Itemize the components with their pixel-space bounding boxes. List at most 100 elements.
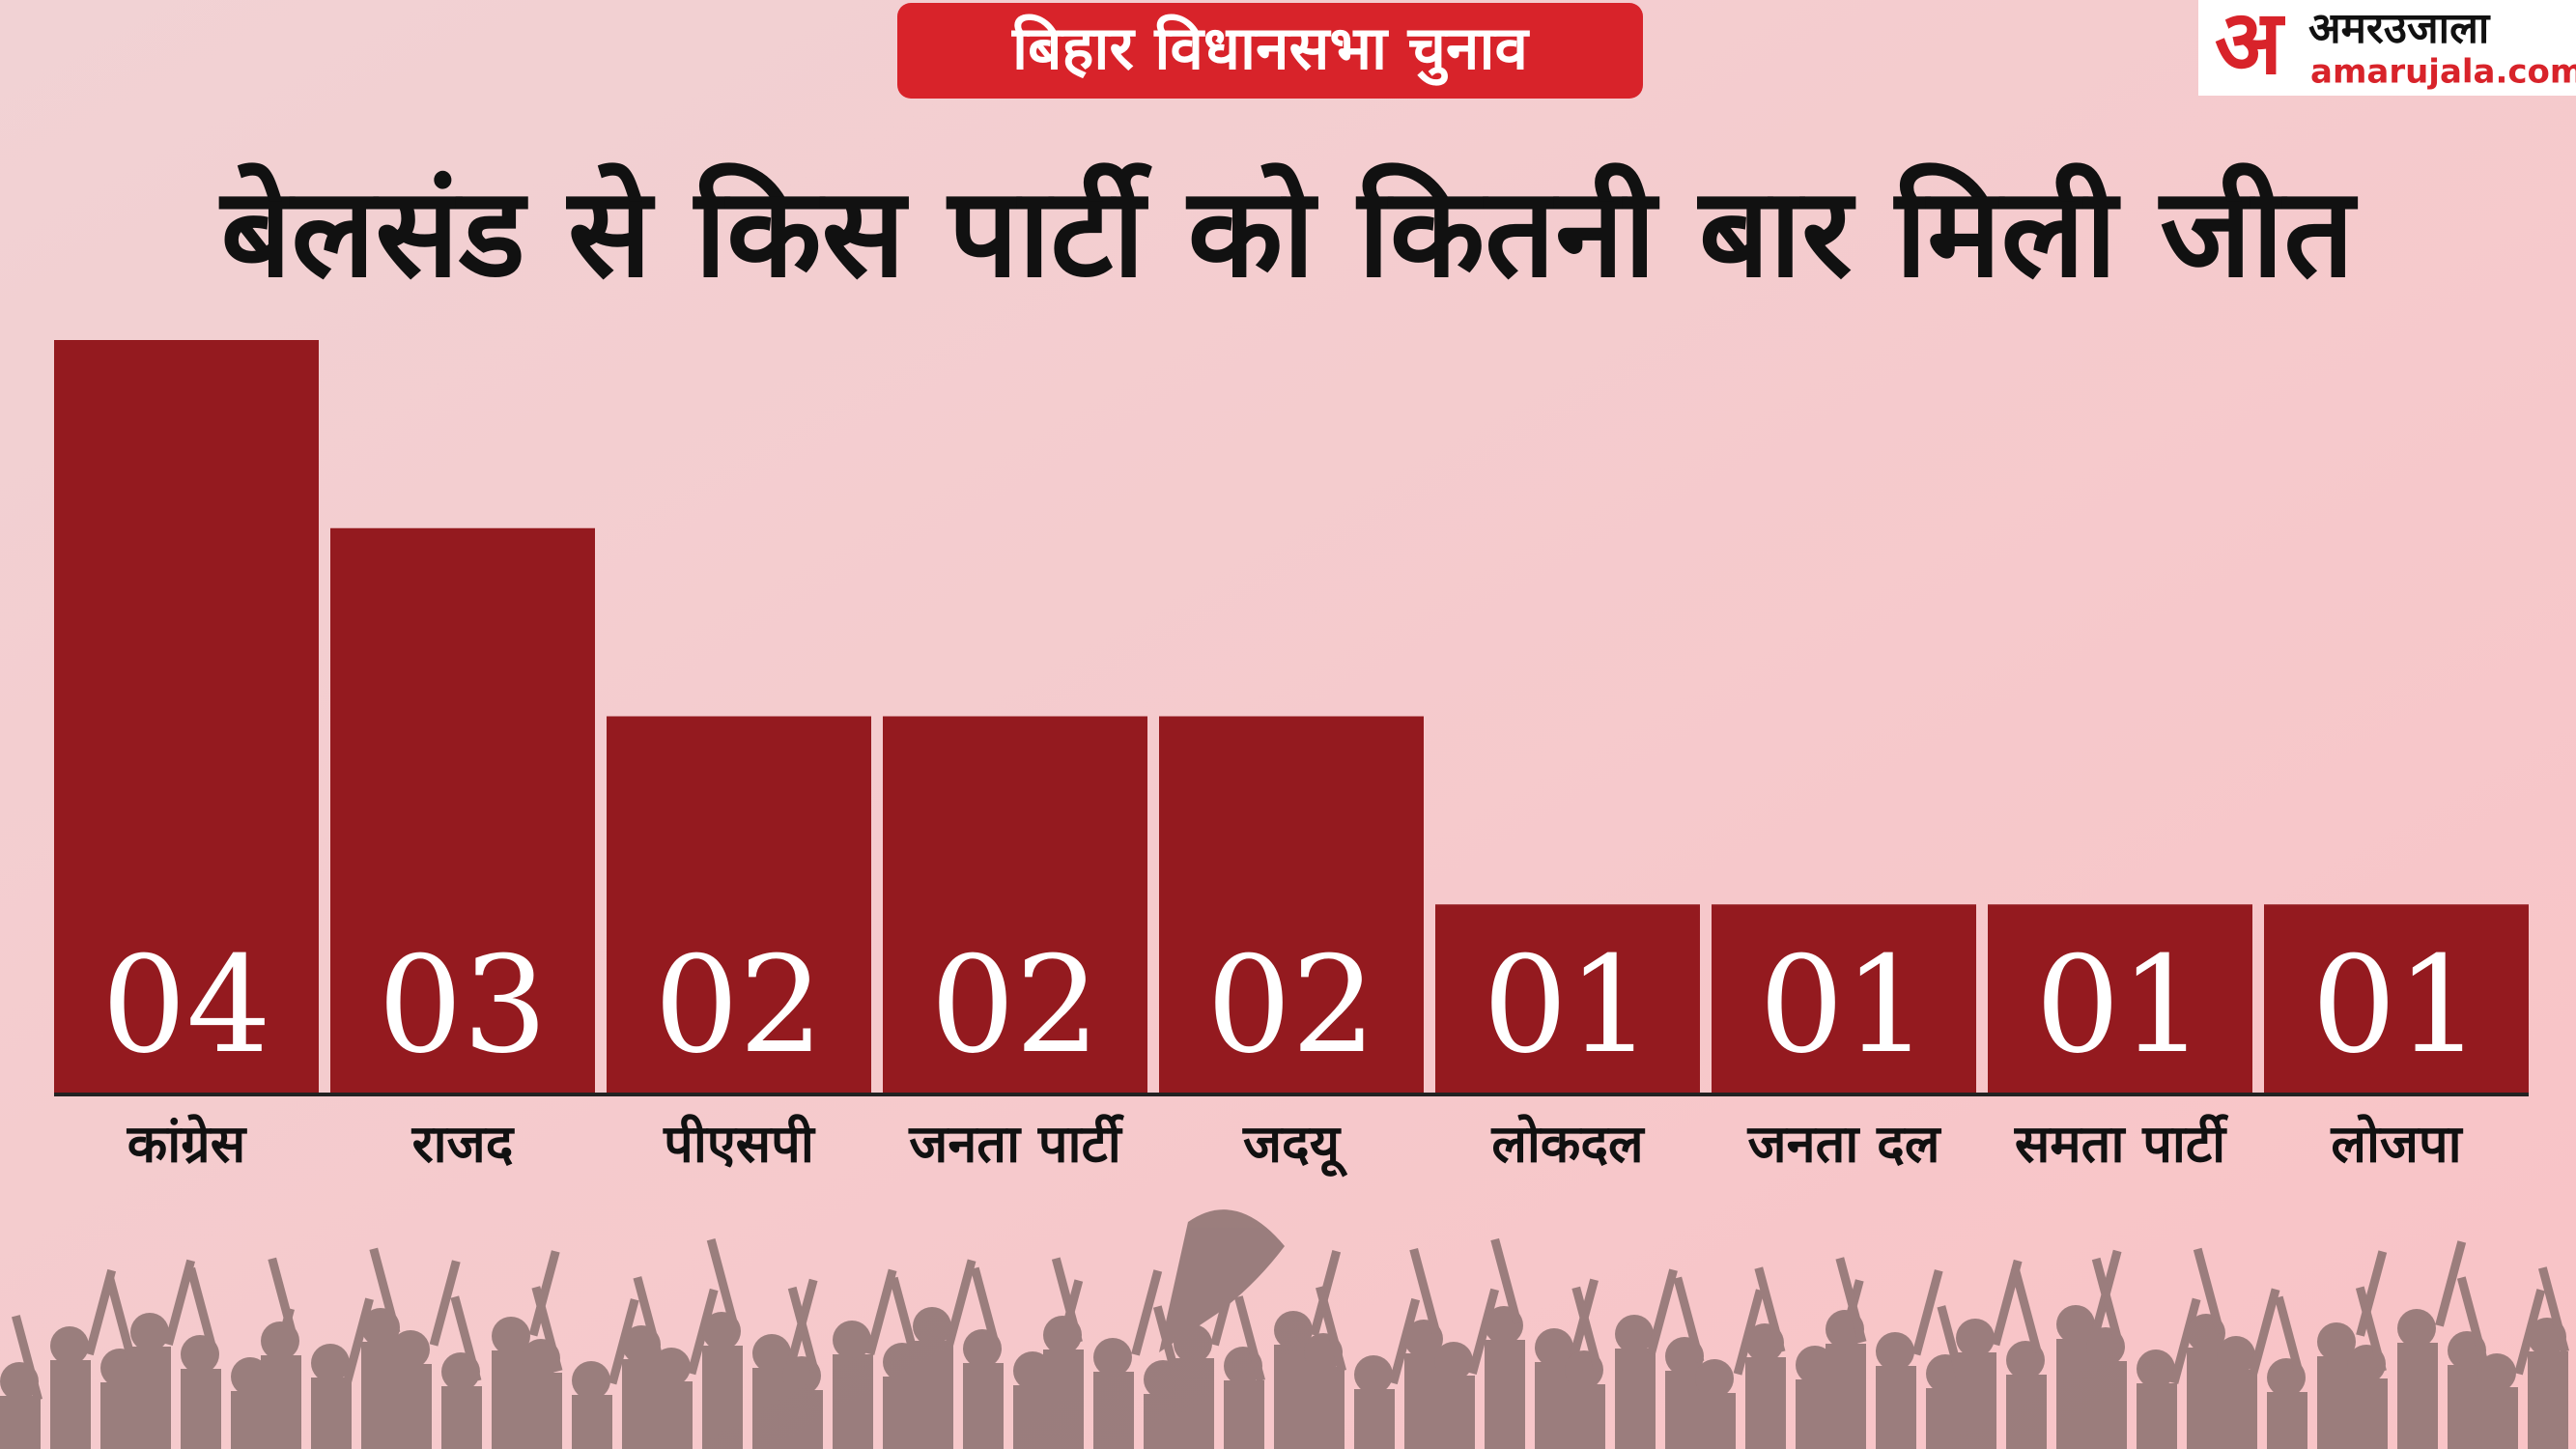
crowd-head: [1434, 1342, 1473, 1380]
crowd-arm: [1646, 1268, 1678, 1355]
category-label: समता पार्टी: [2014, 1114, 2229, 1175]
crowd-arm: [1571, 1286, 1603, 1373]
bar: [54, 340, 319, 1093]
crowd-body: [572, 1395, 612, 1449]
crowd-arm: [2274, 1295, 2306, 1382]
value-label: 01: [1759, 927, 1929, 1083]
crowd-body: [782, 1390, 823, 1449]
chart-title: बेलसंड से किस पार्टी को कितनी बार मिली ज…: [219, 161, 2359, 305]
crowd-body: [1615, 1349, 1656, 1449]
bar: [330, 527, 595, 1093]
crowd-body: [522, 1373, 562, 1449]
crowd-arm: [268, 1257, 299, 1344]
category-label: लोजपा: [2330, 1114, 2463, 1175]
crowd-arm: [2091, 1257, 2123, 1345]
crowd-arm: [450, 1295, 482, 1382]
crowd-body: [2347, 1378, 2388, 1449]
crowd-body: [2528, 1351, 2568, 1449]
crowd-arm: [1911, 1269, 1943, 1356]
crowd-arm: [945, 1259, 977, 1346]
category-label: लोकदल: [1490, 1114, 1646, 1175]
crowd-head: [833, 1321, 871, 1359]
crowd-arm: [2435, 1240, 2467, 1327]
crowd-body: [2477, 1387, 2518, 1449]
crowd-body: [1354, 1389, 1395, 1449]
crowd-head: [492, 1317, 530, 1355]
crowd-head: [231, 1357, 269, 1396]
crowd-arm: [164, 1259, 196, 1346]
value-label: 02: [654, 927, 824, 1083]
crowd-head: [1796, 1346, 1834, 1384]
crowd-arm: [1673, 1276, 1705, 1363]
crowd-body: [833, 1354, 873, 1449]
crowd-body: [0, 1396, 41, 1449]
crowd-arm: [85, 1268, 117, 1356]
crowd-head: [1956, 1319, 1995, 1357]
crowd-head: [1013, 1351, 1052, 1390]
crowd-head: [1174, 1324, 1212, 1363]
crowd-arm: [706, 1238, 738, 1325]
crowd-head: [752, 1334, 791, 1373]
crowd-body: [181, 1369, 221, 1449]
bar: [2264, 904, 2529, 1093]
crowd-body: [1434, 1376, 1475, 1449]
crowd-body: [2217, 1370, 2257, 1449]
crowd-arm: [1409, 1247, 1441, 1335]
crowd-arm: [865, 1268, 897, 1355]
crowd-arm: [787, 1286, 819, 1374]
crowd-head: [2477, 1353, 2516, 1392]
crowd-head: [2397, 1309, 2436, 1348]
value-label: 01: [2311, 927, 2481, 1083]
crowd-arm: [889, 1276, 920, 1364]
bar: [1712, 904, 1976, 1093]
crowd-arm: [1754, 1266, 1786, 1353]
crowd-arm: [186, 1266, 218, 1354]
value-label: 01: [2035, 927, 2205, 1083]
crowd-arm: [2355, 1286, 2387, 1373]
crowd-body: [1174, 1358, 1214, 1449]
crowd-arm: [1210, 1260, 1242, 1347]
crowd-body: [1745, 1357, 1786, 1449]
crowd-arm: [970, 1266, 1002, 1353]
crowd-body: [50, 1360, 91, 1449]
crowd-arm: [12, 1315, 43, 1402]
logo-box: [2198, 0, 2576, 96]
logo-site: amarujala.com: [2310, 53, 2576, 92]
crowd-head: [2217, 1336, 2255, 1375]
crowd-head: [50, 1326, 89, 1365]
flag: [1159, 1209, 1285, 1352]
crowd-body: [652, 1381, 693, 1449]
crowd-body: [311, 1378, 352, 1449]
crowd-head: [1876, 1332, 1914, 1371]
crowd-head: [1615, 1315, 1654, 1353]
crowd-arm: [1051, 1257, 1083, 1344]
category-label: जनता दल: [1747, 1114, 1942, 1175]
crowd-body: [963, 1363, 1004, 1449]
crowd-body: [1043, 1350, 1084, 1449]
crowd-body: [391, 1364, 432, 1449]
crowd-silhouette: [0, 1209, 2569, 1449]
crowd-head: [391, 1330, 430, 1369]
value-label: 02: [930, 927, 1100, 1083]
crowd-body: [2267, 1392, 2307, 1449]
crowd-body: [1304, 1367, 1345, 1449]
crowd-arm: [2537, 1266, 2569, 1353]
crowd-arm: [1389, 1297, 1421, 1385]
category-label: जनता पार्टी: [908, 1114, 1124, 1175]
crowd-head: [1354, 1355, 1393, 1394]
crowd-arm: [1316, 1286, 1347, 1373]
crowd-body: [2006, 1375, 2047, 1449]
crowd-arm: [531, 1286, 563, 1373]
crowd-arm: [2193, 1247, 2224, 1335]
crowd-head: [1093, 1338, 1132, 1377]
crowd-body: [1876, 1366, 1916, 1449]
badge-text: बिहार विधानसभा चुनाव: [1011, 13, 1530, 86]
bar: [1159, 716, 1424, 1093]
value-label: 01: [1483, 927, 1653, 1083]
crowd-body: [1826, 1344, 1866, 1449]
crowd-body: [2397, 1343, 2438, 1449]
crowd-arm: [633, 1276, 665, 1363]
crowd-body: [1485, 1340, 1525, 1449]
crowd-head: [2317, 1322, 2356, 1361]
